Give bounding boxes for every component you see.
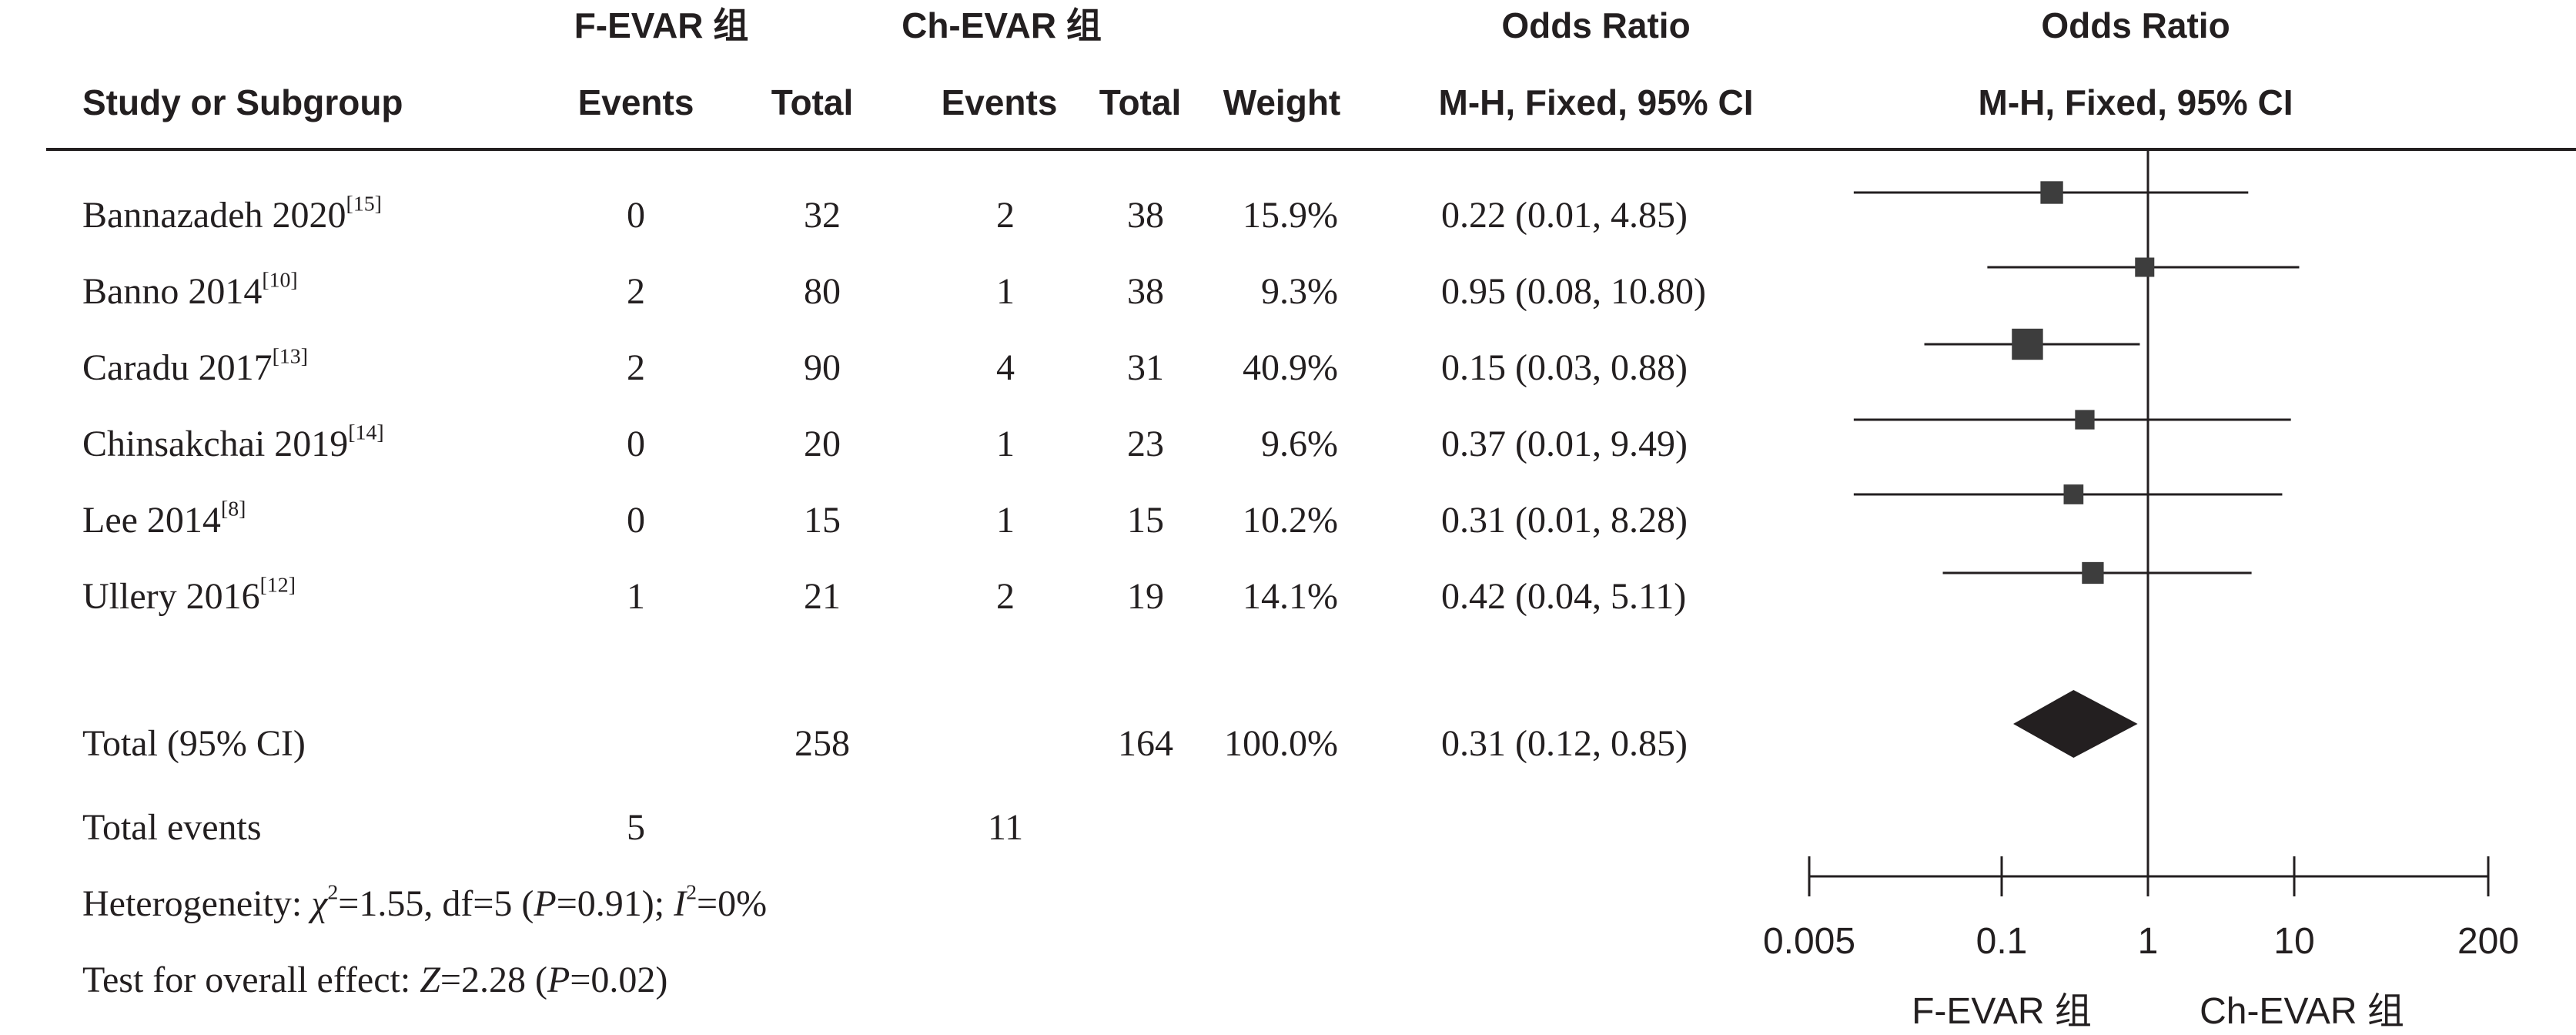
study-column-header: Study or Subgroup <box>82 82 403 122</box>
method-column-header: M-H, Fixed, 95% CI <box>1438 82 1754 122</box>
events1-cell: 0 <box>627 424 645 464</box>
ci-cell: 0.95 (0.08, 10.80) <box>1441 271 1706 312</box>
weight-cell: 9.3% <box>1261 271 1338 312</box>
events1-cell: 1 <box>627 576 645 617</box>
x-axis-tick-label: 1 <box>2138 921 2159 962</box>
pooled-diamond <box>2013 690 2138 758</box>
x-axis-tick-label: 0.1 <box>1976 921 2028 962</box>
events2-column-header: Events <box>941 82 1058 122</box>
ci-cell: 0.42 (0.04, 5.11) <box>1441 576 1687 617</box>
study-name: Lee 2014[8] <box>82 497 246 541</box>
point-estimate-marker <box>2082 561 2104 584</box>
weight-cell: 9.6% <box>1261 424 1338 464</box>
total2-cell: 38 <box>1127 271 1164 312</box>
study-name: Bannazadeh 2020[15] <box>82 192 382 236</box>
events1-cell: 0 <box>627 195 645 236</box>
x-axis-tick-label: 0.005 <box>1763 921 1855 962</box>
weight-cell: 40.9% <box>1243 347 1338 388</box>
total1-cell: 80 <box>804 271 841 312</box>
total1-cell: 90 <box>804 347 841 388</box>
plot-method-header: M-H, Fixed, 95% CI <box>1978 82 2293 122</box>
total2-cell: 38 <box>1127 195 1164 236</box>
point-estimate-marker <box>2075 410 2095 430</box>
total-events-label: Total events <box>82 807 262 848</box>
total-ci-cell: 0.31 (0.12, 0.85) <box>1441 723 1688 764</box>
point-estimate-marker <box>2012 328 2043 360</box>
events1-cell: 2 <box>627 271 645 312</box>
weight-cell: 10.2% <box>1243 500 1338 541</box>
events1-cell: 0 <box>627 500 645 541</box>
point-estimate-marker <box>2040 181 2063 204</box>
total1-cell: 32 <box>804 195 841 236</box>
ci-cell: 0.22 (0.01, 4.85) <box>1441 195 1688 236</box>
total2-column-header: Total <box>1099 82 1182 122</box>
events2-cell: 1 <box>996 424 1015 464</box>
total-events1-cell: 5 <box>627 807 645 848</box>
total-label: Total (95% CI) <box>82 723 306 764</box>
total2-cell: 31 <box>1127 347 1164 388</box>
total1-column-header: Total <box>771 82 854 122</box>
ci-cell: 0.31 (0.01, 8.28) <box>1441 500 1688 541</box>
total1-cell: 20 <box>804 424 841 464</box>
header-rule <box>46 148 2576 151</box>
overall-effect-text: Test for overall effect: Z=2.28 (P=0.02) <box>82 960 668 1000</box>
study-name: Caradu 2017[13] <box>82 344 308 388</box>
heterogeneity-text: Heterogeneity: χ2=1.55, df=5 (P=0.91); I… <box>82 880 768 924</box>
favours-right-label: Ch-EVAR 组 <box>2200 991 2404 1032</box>
x-axis-tick-label: 200 <box>2457 921 2519 962</box>
study-name: Banno 2014[10] <box>82 268 298 312</box>
events2-cell: 2 <box>996 576 1015 617</box>
odds-ratio-header: Odds Ratio <box>1501 5 1691 45</box>
total2-cell: 19 <box>1127 576 1164 617</box>
odds-ratio-plot-header: Odds Ratio <box>2041 5 2230 45</box>
total-weight-cell: 100.0% <box>1224 723 1338 764</box>
events2-cell: 1 <box>996 500 1015 541</box>
total-events2-cell: 11 <box>987 807 1024 848</box>
total2-cell: 15 <box>1127 500 1164 541</box>
point-estimate-marker <box>2063 484 2084 504</box>
study-name: Ullery 2016[12] <box>82 573 296 617</box>
events1-cell: 2 <box>627 347 645 388</box>
x-axis-tick-label: 10 <box>2273 921 2314 962</box>
ci-cell: 0.37 (0.01, 9.49) <box>1441 424 1688 464</box>
total1-cell: 21 <box>804 576 841 617</box>
total1-cell: 258 <box>795 723 850 764</box>
weight-column-header: Weight <box>1223 82 1341 122</box>
weight-cell: 14.1% <box>1243 576 1338 617</box>
total1-cell: 15 <box>804 500 841 541</box>
favours-left-label: F-EVAR 组 <box>1912 991 2092 1032</box>
total2-cell: 164 <box>1118 723 1173 764</box>
group2-header: Ch-EVAR 组 <box>902 5 1102 45</box>
ci-cell: 0.15 (0.03, 0.88) <box>1441 347 1688 388</box>
events2-cell: 1 <box>996 271 1015 312</box>
study-name: Chinsakchai 2019[14] <box>82 420 384 464</box>
group1-header: F-EVAR 组 <box>574 5 749 45</box>
events2-cell: 4 <box>996 347 1015 388</box>
point-estimate-marker <box>2135 257 2155 277</box>
weight-cell: 15.9% <box>1243 195 1338 236</box>
events2-cell: 2 <box>996 195 1015 236</box>
events1-column-header: Events <box>577 82 694 122</box>
total2-cell: 23 <box>1127 424 1164 464</box>
